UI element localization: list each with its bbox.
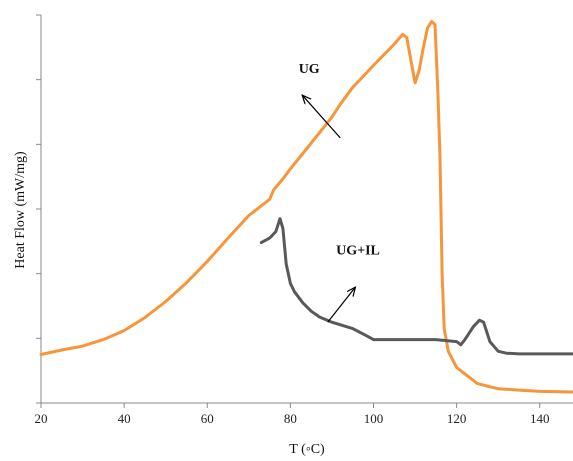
annotation-label-ug-il: UG+IL	[336, 243, 380, 258]
x-tick-label: 100	[364, 411, 384, 426]
x-axis-ticks: 20 40 60 80 100 120 140	[35, 403, 550, 426]
series-line-ug	[39, 20, 573, 394]
x-tick-label: 20	[35, 411, 48, 426]
annotation-arrow-ug	[303, 96, 341, 139]
y-axis-title: Heat Flow (mW/mg)	[13, 151, 28, 269]
x-tick-label: 60	[201, 411, 214, 426]
series-layer	[39, 20, 573, 394]
series-line-ug-il	[259, 217, 573, 356]
annotation-label-ug: UG	[299, 62, 320, 77]
axes: 20 40 60 80 100 120 140	[35, 14, 573, 426]
x-tick-label: 120	[447, 411, 467, 426]
annotation-arrow-ug-il	[327, 288, 355, 323]
x-tick-label: 140	[530, 411, 550, 426]
x-tick-label: 80	[284, 411, 297, 426]
y-axis-ticks	[36, 14, 41, 404]
x-axis-title: T (◦C)	[289, 442, 325, 457]
x-tick-label: 40	[118, 411, 131, 426]
annotation-layer: UG UG+IL	[299, 62, 380, 323]
